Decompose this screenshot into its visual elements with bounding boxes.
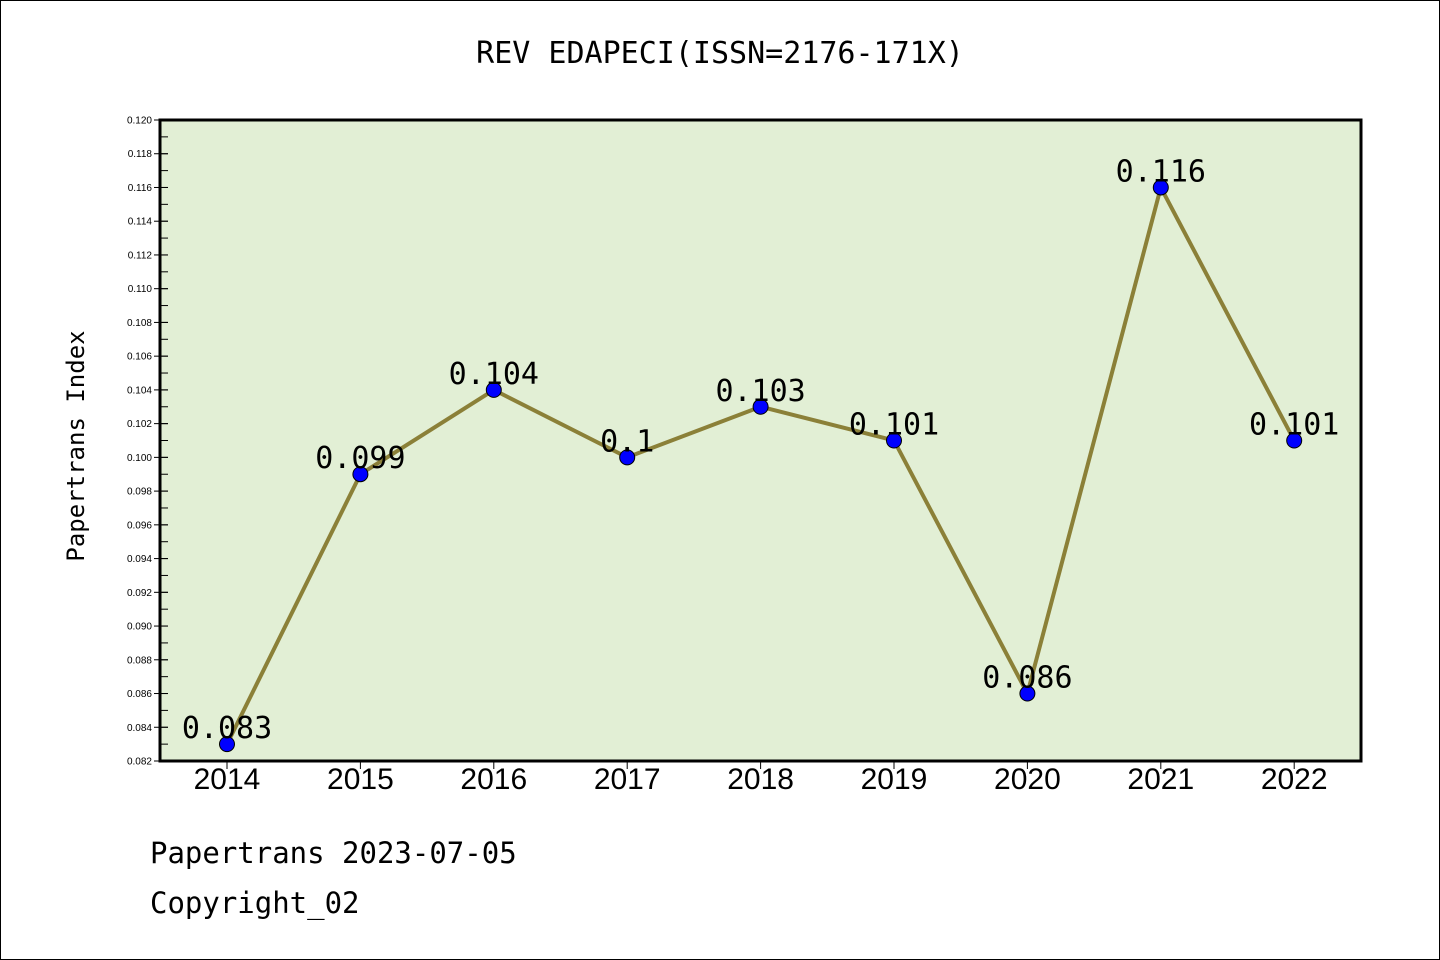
data-point bbox=[352, 466, 369, 483]
y-tick-label: 0.098 bbox=[127, 487, 152, 498]
data-point bbox=[752, 398, 769, 415]
footer-copyright: Copyright_02 bbox=[150, 886, 360, 920]
y-tick-label: 0.104 bbox=[127, 385, 152, 396]
data-label: 0.101 bbox=[1249, 408, 1339, 443]
data-point bbox=[619, 449, 636, 466]
data-point bbox=[1019, 685, 1036, 702]
footer-date: Papertrans 2023-07-05 bbox=[150, 836, 517, 870]
x-tick-label: 2022 bbox=[1261, 763, 1328, 796]
y-tick-label: 0.090 bbox=[127, 622, 152, 633]
x-tick-label: 2021 bbox=[1127, 763, 1194, 796]
plot-area bbox=[160, 120, 1361, 761]
y-tick-label: 0.110 bbox=[128, 284, 153, 295]
y-tick-label: 0.116 bbox=[128, 183, 153, 194]
x-tick-label: 2019 bbox=[861, 763, 928, 796]
data-label: 0.086 bbox=[982, 661, 1072, 696]
data-point bbox=[1152, 179, 1169, 196]
y-tick-label: 0.108 bbox=[127, 318, 152, 329]
plot-border bbox=[158, 118, 1363, 763]
y-tick-label: 0.082 bbox=[127, 757, 152, 768]
data-point bbox=[1286, 432, 1303, 449]
x-tick-label: 2017 bbox=[594, 763, 661, 796]
data-label: 0.083 bbox=[182, 711, 272, 746]
x-tick-label: 2018 bbox=[727, 763, 794, 796]
y-tick-label: 0.100 bbox=[127, 453, 152, 464]
data-label: 0.116 bbox=[1116, 154, 1206, 189]
data-point bbox=[219, 736, 235, 753]
y-tick-label: 0.094 bbox=[127, 554, 152, 565]
y-tick-label: 0.088 bbox=[127, 655, 152, 666]
x-tick-label: 2015 bbox=[327, 763, 394, 796]
y-tick-label: 0.112 bbox=[128, 250, 153, 261]
data-label: 0.103 bbox=[715, 374, 805, 409]
x-tick-label: 2016 bbox=[460, 763, 527, 796]
x-tick-label: 2014 bbox=[194, 763, 261, 796]
data-label: 0.104 bbox=[449, 357, 539, 392]
chart-title: REV EDAPECI(ISSN=2176-171X) bbox=[476, 36, 964, 71]
data-point bbox=[886, 432, 902, 449]
y-tick-label: 0.102 bbox=[127, 419, 152, 430]
data-point bbox=[485, 381, 502, 398]
x-tick-label: 2020 bbox=[994, 763, 1061, 796]
data-label: 0.099 bbox=[315, 441, 405, 476]
y-tick-label: 0.084 bbox=[127, 723, 152, 734]
y-tick-label: 0.096 bbox=[127, 520, 152, 531]
data-label: 0.101 bbox=[849, 408, 939, 443]
data-label: 0.1 bbox=[600, 424, 654, 459]
y-tick-label: 0.092 bbox=[127, 588, 152, 599]
y-tick-label: 0.086 bbox=[127, 689, 152, 700]
y-tick-label: 0.120 bbox=[127, 116, 152, 127]
y-tick-label: 0.118 bbox=[128, 149, 153, 160]
y-tick-label: 0.114 bbox=[128, 217, 153, 228]
y-tick-label: 0.106 bbox=[127, 352, 152, 363]
